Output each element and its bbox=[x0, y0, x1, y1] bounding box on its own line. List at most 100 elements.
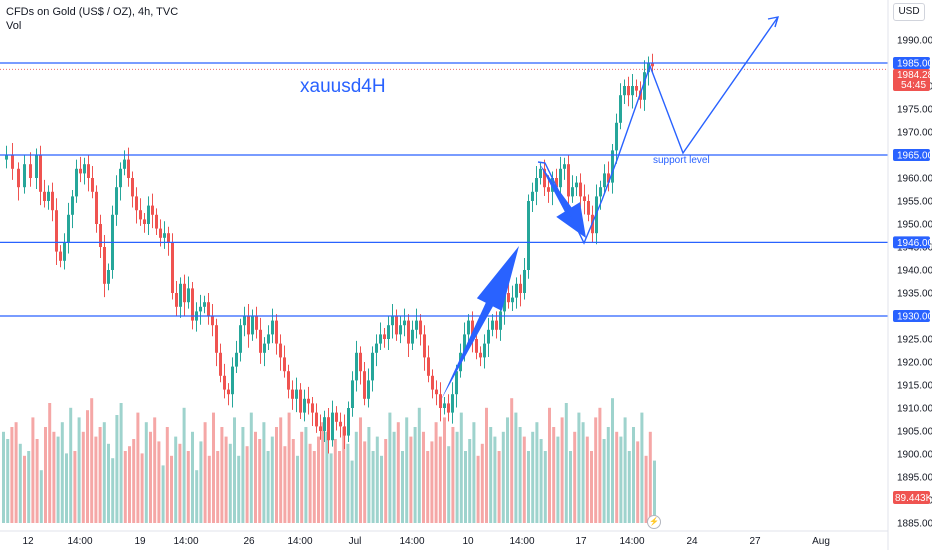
volume-bar bbox=[384, 439, 388, 523]
volume-bar bbox=[296, 455, 299, 523]
candle-body bbox=[155, 214, 158, 229]
candle-body bbox=[619, 95, 622, 123]
current-price-label: 1984.28 bbox=[897, 70, 932, 81]
volume-bar bbox=[283, 446, 287, 523]
volume-bar bbox=[241, 427, 245, 523]
volume-bar bbox=[464, 451, 467, 523]
volume-bar bbox=[501, 431, 505, 523]
volume-bar bbox=[258, 439, 262, 523]
candle-body bbox=[143, 219, 146, 224]
volume-bar bbox=[270, 436, 274, 523]
candle-body bbox=[467, 320, 470, 335]
currency-button[interactable]: USD bbox=[893, 3, 925, 21]
candle-body bbox=[579, 182, 582, 197]
candle-body bbox=[419, 320, 422, 335]
up-arrow bbox=[441, 246, 519, 400]
candle-body bbox=[583, 196, 586, 201]
volume-bar bbox=[405, 417, 409, 523]
volume-bar bbox=[140, 453, 144, 523]
price-axis[interactable]: 1885.001890.001895.001900.001905.001910.… bbox=[887, 0, 932, 550]
volume-bar bbox=[577, 412, 581, 523]
candle-body bbox=[63, 242, 66, 261]
candle-body bbox=[503, 293, 506, 312]
candle-body bbox=[291, 389, 294, 399]
volume-bar bbox=[86, 410, 89, 523]
candle-body bbox=[95, 191, 98, 224]
volume-bar bbox=[552, 427, 556, 523]
volume-bar bbox=[375, 436, 379, 523]
drawings bbox=[441, 16, 780, 400]
candle-body bbox=[159, 228, 162, 238]
countdown-label: 54:45 bbox=[901, 80, 926, 91]
volume-bar bbox=[136, 412, 140, 523]
volume-bar bbox=[611, 398, 614, 523]
volume-bar bbox=[480, 443, 484, 523]
lightning-icon[interactable]: ⚡ bbox=[647, 515, 661, 529]
candle-body bbox=[171, 242, 174, 293]
candle-body bbox=[167, 233, 170, 243]
y-tick-label: 1900.00 bbox=[897, 450, 932, 461]
candle-body bbox=[323, 417, 326, 431]
volume-bar bbox=[619, 436, 623, 523]
volume-bar bbox=[207, 455, 211, 523]
level-badge bbox=[893, 236, 930, 249]
volume-bar bbox=[392, 431, 396, 523]
volume-bar bbox=[548, 407, 551, 523]
volume-bar bbox=[623, 417, 627, 523]
x-tick-label: 19 bbox=[134, 536, 146, 547]
support-level-label: support level bbox=[653, 155, 710, 166]
volume-bar bbox=[81, 431, 85, 523]
candle-body bbox=[79, 168, 82, 174]
current-price-badge bbox=[893, 69, 930, 91]
candle-body bbox=[251, 316, 254, 335]
volume-bar bbox=[401, 451, 404, 523]
x-tick-label: 14:00 bbox=[173, 536, 198, 547]
volume-bar bbox=[653, 460, 656, 523]
candle-body bbox=[307, 398, 310, 404]
candle-body bbox=[17, 168, 20, 188]
volume-bar bbox=[203, 422, 207, 523]
y-tick-label: 1950.00 bbox=[897, 220, 932, 231]
volume-bar bbox=[539, 439, 543, 523]
candle-body bbox=[371, 352, 374, 381]
volume-bar bbox=[325, 431, 329, 523]
volume-bar bbox=[52, 431, 56, 523]
candle-body bbox=[623, 86, 626, 96]
volume-bar bbox=[518, 427, 522, 523]
volume-bar bbox=[648, 431, 652, 523]
candle-body bbox=[483, 343, 486, 358]
candle-body bbox=[499, 311, 502, 330]
y-tick-label: 1975.00 bbox=[897, 105, 932, 116]
volume-bar bbox=[287, 412, 291, 523]
candle-body bbox=[47, 191, 50, 201]
volume-bar bbox=[195, 470, 199, 523]
y-tick-label: 1990.00 bbox=[897, 36, 932, 47]
volume-bar bbox=[149, 431, 152, 523]
projection-path bbox=[537, 16, 779, 245]
candle-body bbox=[367, 380, 370, 399]
volume-bar bbox=[510, 398, 514, 523]
volume-bar bbox=[485, 407, 488, 523]
volume-bar bbox=[556, 436, 560, 523]
volume-bar bbox=[77, 417, 81, 523]
candle-body bbox=[255, 316, 258, 330]
volume-badge-label: 89.443K bbox=[895, 493, 932, 504]
volume-bar bbox=[65, 453, 68, 523]
candle-body bbox=[375, 343, 378, 353]
y-tick-label: 1895.00 bbox=[897, 473, 932, 484]
volume-bar bbox=[354, 431, 358, 523]
candle-body bbox=[599, 187, 602, 197]
candle-body bbox=[383, 334, 386, 339]
chart-title: CFDs on Gold (US$ / OZ), 4h, TVC bbox=[6, 6, 179, 18]
volume-bar bbox=[191, 431, 194, 523]
candle-body bbox=[5, 155, 8, 160]
candle-body bbox=[303, 398, 306, 413]
candle-body bbox=[355, 352, 358, 381]
volume-bar bbox=[94, 436, 98, 523]
candle-body bbox=[259, 329, 262, 353]
volume-bar bbox=[165, 427, 169, 523]
y-tick-label: 1960.00 bbox=[897, 174, 932, 185]
volume-bar bbox=[489, 427, 493, 523]
time-axis[interactable]: 12 14:00 19 14:00 26 14:00 Jul 14:00 10 14:00 17 14… bbox=[0, 530, 888, 547]
